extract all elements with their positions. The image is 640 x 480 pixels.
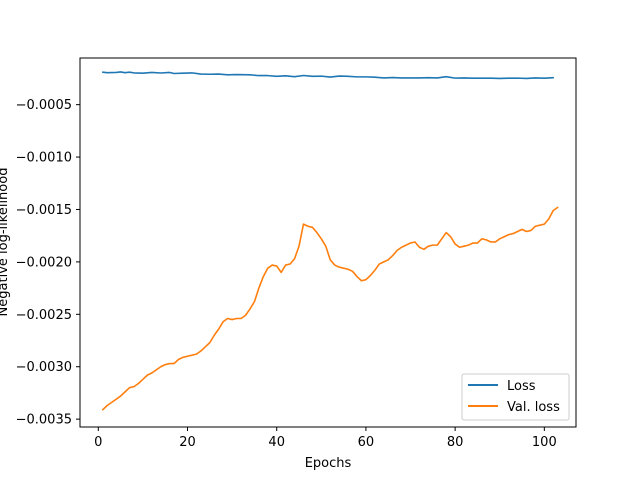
y-tick-label: −0.0035 [16, 413, 72, 428]
x-tick-label: 40 [268, 435, 285, 450]
y-tick-label: −0.0005 [16, 98, 72, 113]
x-tick-label: 60 [358, 435, 375, 450]
x-axis-label: Epochs [305, 456, 352, 471]
legend-label-loss: Loss [507, 379, 536, 394]
y-axis-label: Negative log-likelihood [0, 168, 11, 317]
x-tick-label: 80 [447, 435, 464, 450]
series-line-val-loss [101, 206, 559, 411]
y-tick-label: −0.0030 [16, 360, 72, 375]
y-tick-label: −0.0020 [16, 255, 72, 270]
plot-frame [79, 57, 577, 428]
series-layer [101, 71, 559, 411]
legend: Loss Val. loss [461, 373, 570, 421]
y-axis: −0.0005 −0.0010 −0.0015 −0.0020 −0.0025 −0.00… [16, 98, 80, 428]
legend-label-val-loss: Val. loss [507, 400, 560, 415]
y-tick-label: −0.0010 [16, 151, 72, 166]
x-axis: 0 20 40 60 80 100 [94, 427, 557, 450]
series-line-loss [101, 71, 555, 80]
x-tick-label: 0 [94, 435, 102, 450]
y-tick-label: −0.0025 [16, 308, 72, 323]
y-tick-label: −0.0015 [16, 203, 72, 218]
x-tick-label: 20 [179, 435, 196, 450]
x-tick-label: 100 [532, 435, 557, 450]
